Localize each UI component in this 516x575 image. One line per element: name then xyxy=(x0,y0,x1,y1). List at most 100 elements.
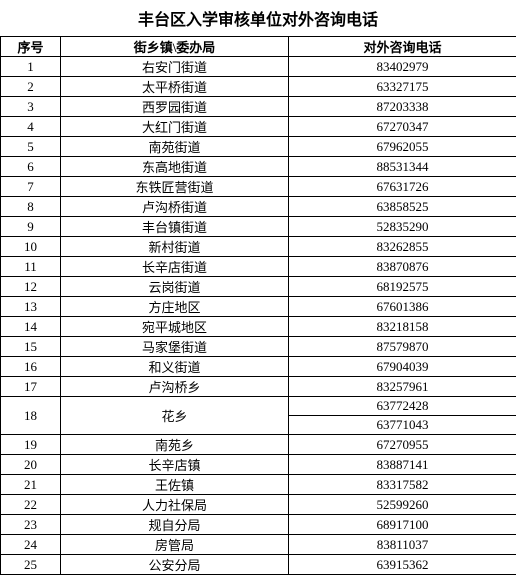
cell-unit: 东铁匠营街道 xyxy=(61,177,289,197)
cell-phone: 52599260 xyxy=(289,495,516,515)
cell-seq: 24 xyxy=(1,535,61,555)
cell-unit: 王佐镇 xyxy=(61,475,289,495)
cell-unit: 长辛店街道 xyxy=(61,257,289,277)
cell-seq: 18 xyxy=(1,397,61,435)
table-row: 16和义街道67904039 xyxy=(1,357,516,377)
cell-phone: 63771043 xyxy=(289,416,516,435)
table-row: 18花乡63772428 xyxy=(1,397,516,416)
cell-seq: 13 xyxy=(1,297,61,317)
cell-unit: 云岗街道 xyxy=(61,277,289,297)
table-body: 1右安门街道834029792太平桥街道633271753西罗园街道872033… xyxy=(1,57,516,575)
table-row: 21王佐镇83317582 xyxy=(1,475,516,495)
cell-phone: 83262855 xyxy=(289,237,516,257)
cell-seq: 11 xyxy=(1,257,61,277)
cell-unit: 南苑乡 xyxy=(61,435,289,455)
table-row: 15马家堡街道87579870 xyxy=(1,337,516,357)
cell-phone: 83257961 xyxy=(289,377,516,397)
table-row: 3西罗园街道87203338 xyxy=(1,97,516,117)
cell-phone: 88531344 xyxy=(289,157,516,177)
table-row: 2太平桥街道63327175 xyxy=(1,77,516,97)
cell-seq: 2 xyxy=(1,77,61,97)
cell-unit: 方庄地区 xyxy=(61,297,289,317)
cell-unit: 太平桥街道 xyxy=(61,77,289,97)
cell-unit: 宛平城地区 xyxy=(61,317,289,337)
cell-seq: 12 xyxy=(1,277,61,297)
table-row: 1右安门街道83402979 xyxy=(1,57,516,77)
contact-table: 序号 街乡镇\委办局 对外咨询电话 1右安门街道834029792太平桥街道63… xyxy=(0,36,516,575)
table-row: 14宛平城地区83218158 xyxy=(1,317,516,337)
cell-unit: 公安分局 xyxy=(61,555,289,575)
cell-unit: 南苑街道 xyxy=(61,137,289,157)
cell-seq: 10 xyxy=(1,237,61,257)
cell-phone: 63772428 xyxy=(289,397,516,416)
cell-phone: 63858525 xyxy=(289,197,516,217)
cell-phone: 67601386 xyxy=(289,297,516,317)
cell-unit: 大红门街道 xyxy=(61,117,289,137)
cell-phone: 83811037 xyxy=(289,535,516,555)
table-row: 24房管局83811037 xyxy=(1,535,516,555)
table-row: 8卢沟桥街道63858525 xyxy=(1,197,516,217)
cell-seq: 15 xyxy=(1,337,61,357)
cell-seq: 16 xyxy=(1,357,61,377)
cell-seq: 3 xyxy=(1,97,61,117)
cell-seq: 8 xyxy=(1,197,61,217)
cell-unit: 马家堡街道 xyxy=(61,337,289,357)
cell-phone: 67270955 xyxy=(289,435,516,455)
table-row: 4大红门街道67270347 xyxy=(1,117,516,137)
header-seq: 序号 xyxy=(1,37,61,57)
page-title: 丰台区入学审核单位对外咨询电话 xyxy=(0,0,516,36)
cell-seq: 17 xyxy=(1,377,61,397)
cell-unit: 人力社保局 xyxy=(61,495,289,515)
cell-seq: 14 xyxy=(1,317,61,337)
cell-unit: 右安门街道 xyxy=(61,57,289,77)
cell-seq: 20 xyxy=(1,455,61,475)
cell-seq: 5 xyxy=(1,137,61,157)
cell-seq: 25 xyxy=(1,555,61,575)
table-row: 20长辛店镇83887141 xyxy=(1,455,516,475)
table-row: 22人力社保局52599260 xyxy=(1,495,516,515)
table-row: 12云岗街道68192575 xyxy=(1,277,516,297)
cell-unit: 和义街道 xyxy=(61,357,289,377)
cell-phone: 63915362 xyxy=(289,555,516,575)
cell-phone: 67904039 xyxy=(289,357,516,377)
table-row: 6东高地街道88531344 xyxy=(1,157,516,177)
table-row: 10新村街道83262855 xyxy=(1,237,516,257)
cell-phone: 67270347 xyxy=(289,117,516,137)
table-header-row: 序号 街乡镇\委办局 对外咨询电话 xyxy=(1,37,516,57)
cell-phone: 68192575 xyxy=(289,277,516,297)
cell-seq: 1 xyxy=(1,57,61,77)
cell-unit: 西罗园街道 xyxy=(61,97,289,117)
cell-phone: 83402979 xyxy=(289,57,516,77)
cell-unit: 东高地街道 xyxy=(61,157,289,177)
cell-phone: 52835290 xyxy=(289,217,516,237)
cell-phone: 83887141 xyxy=(289,455,516,475)
header-unit: 街乡镇\委办局 xyxy=(61,37,289,57)
cell-phone: 87579870 xyxy=(289,337,516,357)
table-row: 13方庄地区67601386 xyxy=(1,297,516,317)
cell-seq: 22 xyxy=(1,495,61,515)
cell-phone: 63327175 xyxy=(289,77,516,97)
table-row: 19南苑乡67270955 xyxy=(1,435,516,455)
cell-unit: 房管局 xyxy=(61,535,289,555)
table-row: 5南苑街道67962055 xyxy=(1,137,516,157)
cell-phone: 67962055 xyxy=(289,137,516,157)
cell-unit: 卢沟桥乡 xyxy=(61,377,289,397)
table-row: 17卢沟桥乡83257961 xyxy=(1,377,516,397)
cell-phone: 87203338 xyxy=(289,97,516,117)
cell-seq: 6 xyxy=(1,157,61,177)
cell-unit: 花乡 xyxy=(61,397,289,435)
cell-unit: 新村街道 xyxy=(61,237,289,257)
cell-unit: 丰台镇街道 xyxy=(61,217,289,237)
table-row: 11长辛店街道83870876 xyxy=(1,257,516,277)
cell-phone: 67631726 xyxy=(289,177,516,197)
table-row: 9丰台镇街道52835290 xyxy=(1,217,516,237)
cell-phone: 83218158 xyxy=(289,317,516,337)
cell-unit: 卢沟桥街道 xyxy=(61,197,289,217)
table-row: 7东铁匠营街道67631726 xyxy=(1,177,516,197)
header-phone: 对外咨询电话 xyxy=(289,37,516,57)
table-row: 25公安分局63915362 xyxy=(1,555,516,575)
cell-seq: 19 xyxy=(1,435,61,455)
cell-phone: 83317582 xyxy=(289,475,516,495)
cell-phone: 83870876 xyxy=(289,257,516,277)
cell-unit: 长辛店镇 xyxy=(61,455,289,475)
